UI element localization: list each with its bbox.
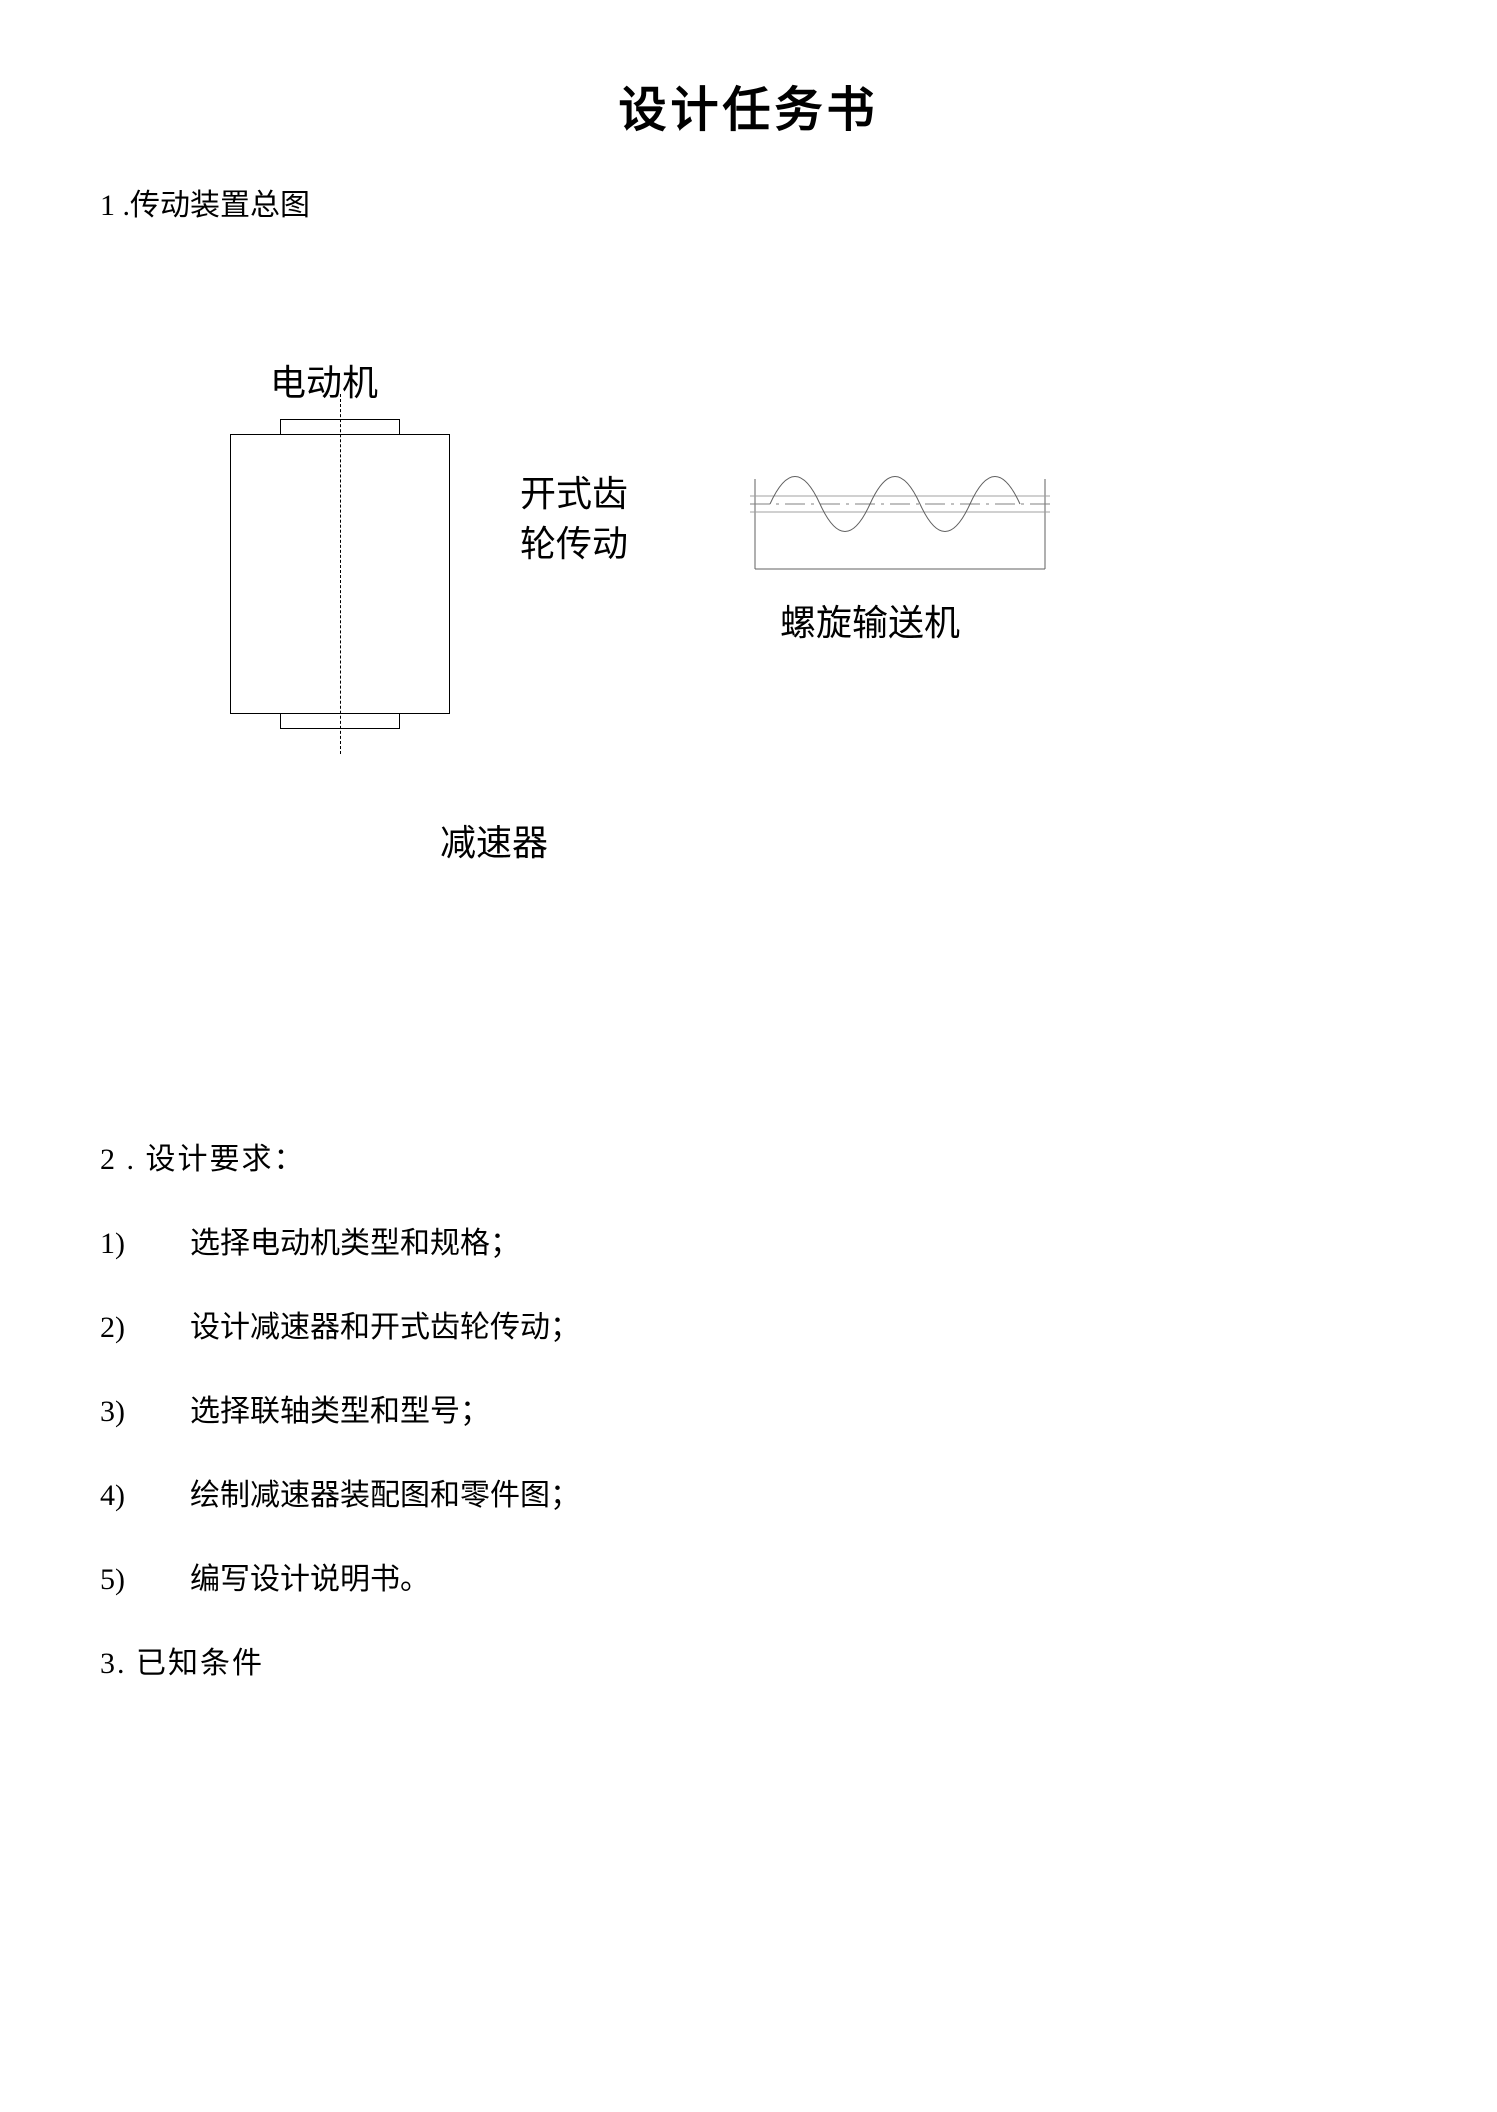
section3-header: 3. 已知条件 [100,1638,1397,1682]
list-item: 2)设计减速器和开式齿轮传动； [100,1302,1397,1346]
list-item: 3)选择联轴类型和型号； [100,1386,1397,1430]
item-number: 3) [100,1395,190,1429]
section2-header: 2 . 设计要求： [100,1134,1397,1178]
list-item: 1)选择电动机类型和规格； [100,1218,1397,1262]
motor-label: 电动机 [270,354,378,406]
section1-number: 1 . [100,189,130,222]
screw-conveyor-diagram [750,444,1050,574]
item-text: 绘制减速器装配图和零件图； [190,1479,580,1512]
screw-conveyor-label: 螺旋输送机 [780,594,960,646]
item-number: 4) [100,1479,190,1513]
item-number: 2) [100,1311,190,1345]
list-item: 4)绘制减速器装配图和零件图； [100,1470,1397,1514]
item-text: 编写设计说明书。 [190,1563,430,1596]
section3-heading: 已知条件 [136,1647,264,1680]
open-gear-line2: 轮传动 [520,524,628,564]
item-number: 5) [100,1563,190,1597]
document-title: 设计任务书 [100,70,1397,140]
item-text: 选择电动机类型和规格； [190,1227,520,1260]
section3-number: 3. [100,1647,136,1680]
section1-header: 1 .传动装置总图 [100,180,1397,224]
item-number: 1) [100,1227,190,1261]
item-text: 选择联轴类型和型号； [190,1395,490,1428]
open-gear-line1: 开式齿 [520,474,628,514]
motor-centerline [340,394,341,754]
requirements-list: 1)选择电动机类型和规格； 2)设计减速器和开式齿轮传动； 3)选择联轴类型和型… [100,1218,1397,1598]
transmission-diagram: 电动机 开式齿 轮传动 螺旋输送机 减速器 [100,254,1397,1054]
reducer-label: 减速器 [440,814,548,866]
open-gear-label: 开式齿 轮传动 [520,469,628,570]
item-text: 设计减速器和开式齿轮传动； [190,1311,580,1344]
section2-heading: 设计要求： [146,1143,306,1176]
section2-number: 2 . [100,1143,146,1176]
section1-heading: 传动装置总图 [130,189,310,222]
list-item: 5)编写设计说明书。 [100,1554,1397,1598]
